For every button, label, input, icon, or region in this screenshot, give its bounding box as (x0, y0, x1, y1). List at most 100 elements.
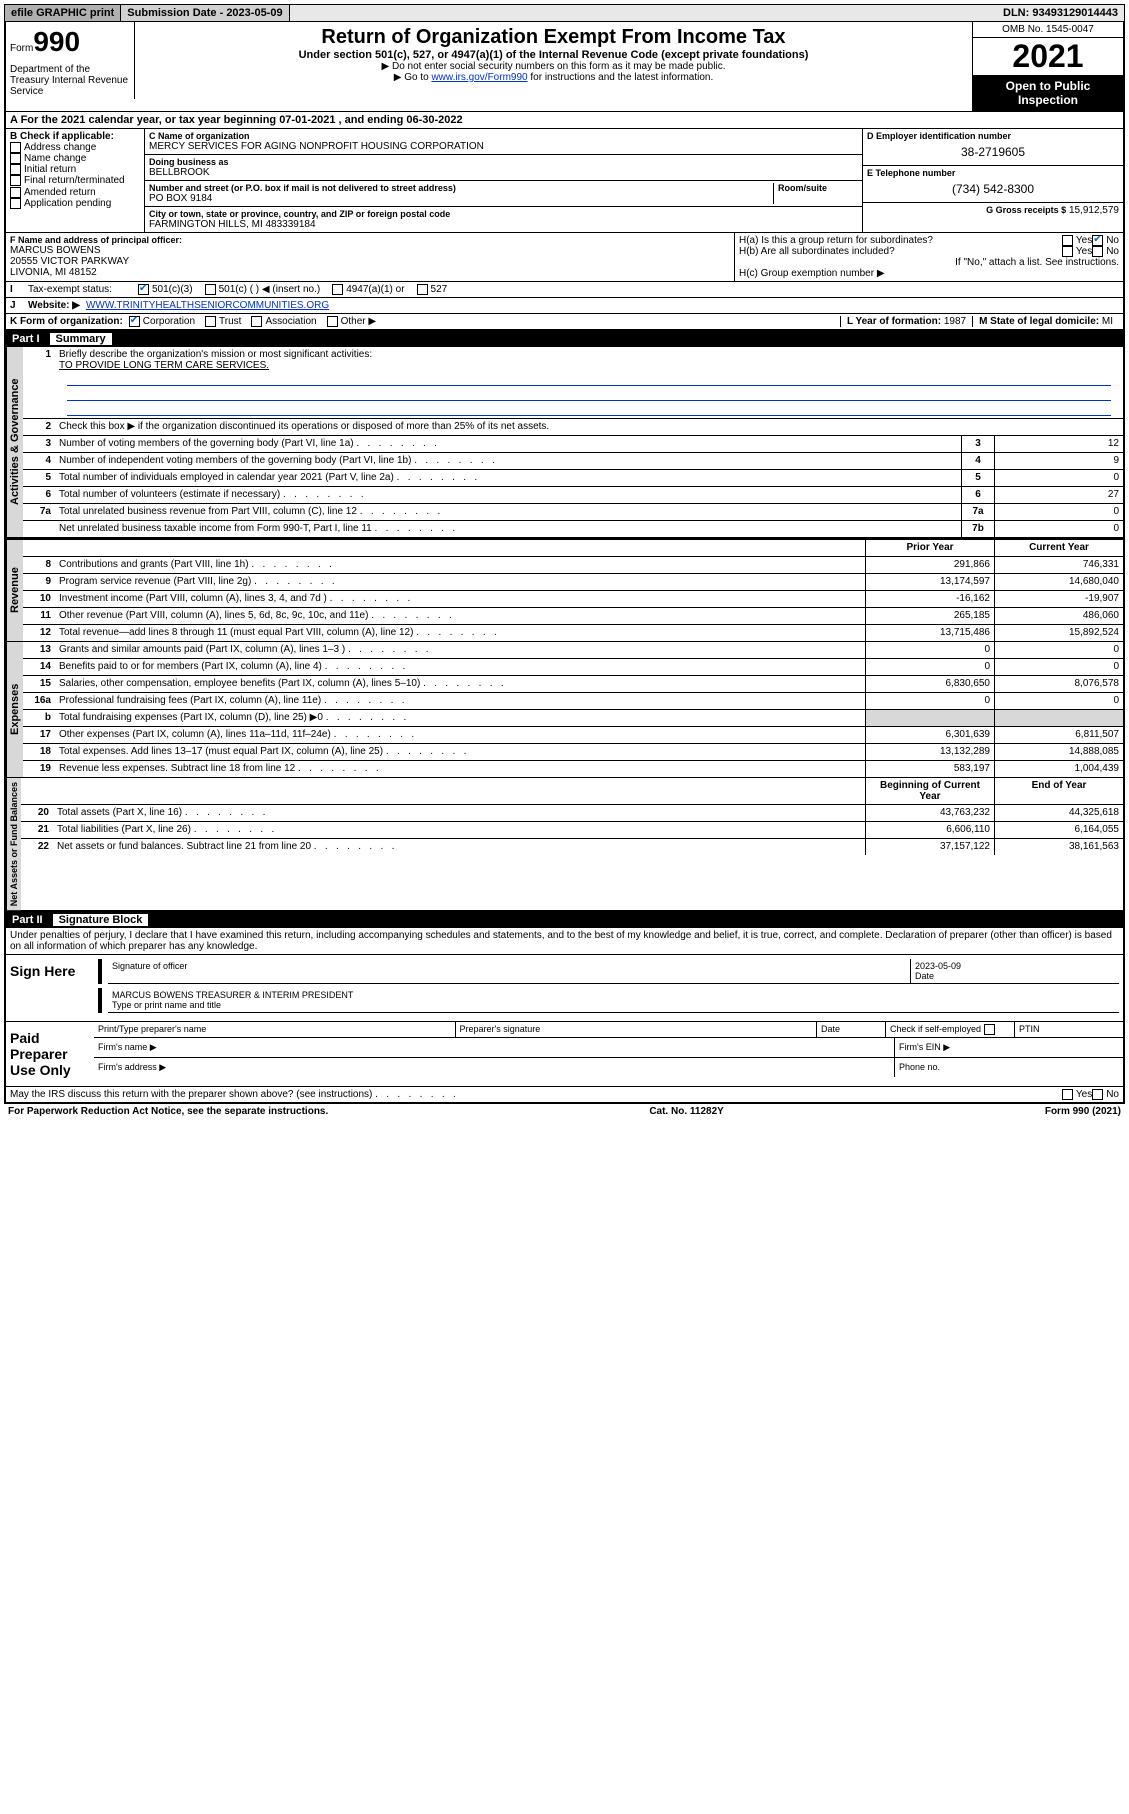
sign-here-label: Sign Here (6, 955, 94, 1021)
officer-label: F Name and address of principal officer: (10, 235, 730, 245)
org-name: MERCY SERVICES FOR AGING NONPROFIT HOUSI… (149, 141, 858, 152)
gov-line-6: 6 Total number of volunteers (estimate i… (23, 487, 1123, 504)
k-label: K Form of organization: (10, 316, 123, 327)
prep-check-label: Check if self-employed (886, 1022, 1015, 1037)
phone-no-label: Phone no. (895, 1058, 1123, 1077)
row-a: A For the 2021 calendar year, or tax yea… (6, 112, 1123, 129)
row-i: I Tax-exempt status: 501(c)(3) 501(c) ( … (6, 282, 1123, 298)
paperwork-notice: For Paperwork Reduction Act Notice, see … (8, 1106, 328, 1117)
efile-button[interactable]: efile GRAPHIC print (5, 5, 121, 21)
current-year-header: Current Year (994, 540, 1123, 556)
discuss-no[interactable] (1092, 1089, 1103, 1100)
c-name-label: C Name of organization (149, 131, 858, 141)
col-de: D Employer identification number 38-2719… (863, 129, 1123, 232)
discuss-yes[interactable] (1062, 1089, 1073, 1100)
line-21: 21 Total liabilities (Part X, line 26) 6… (21, 822, 1123, 839)
ha-no[interactable] (1092, 235, 1103, 246)
officer-printed-name: MARCUS BOWENS TREASURER & INTERIM PRESID… (112, 990, 1115, 1000)
preparer-row: Paid Preparer Use Only Print/Type prepar… (6, 1022, 1123, 1087)
prep-name-label: Print/Type preparer's name (94, 1022, 456, 1037)
ha-yes[interactable] (1062, 235, 1073, 246)
cb-527[interactable] (417, 284, 428, 295)
row-j: J Website: ▶ WWW.TRINITYHEALTHSENIORCOMM… (6, 298, 1123, 314)
begin-year-header: Beginning of Current Year (865, 778, 994, 804)
form-prefix: Form (10, 43, 33, 54)
gross-label: G Gross receipts $ (986, 205, 1066, 215)
officer-name: MARCUS BOWENS (10, 245, 730, 256)
cb-other[interactable] (327, 316, 338, 327)
part2-num: Part II (12, 914, 43, 926)
exp-label: Expenses (6, 642, 23, 777)
ein-label: D Employer identification number (867, 131, 1119, 141)
cb-amended: Amended return (10, 187, 140, 198)
prep-date-label: Date (817, 1022, 886, 1037)
prep-sig-label: Preparer's signature (456, 1022, 818, 1037)
cb-501c3[interactable] (138, 284, 149, 295)
line-10: 10 Investment income (Part VIII, column … (23, 591, 1123, 608)
title-box: Return of Organization Exempt From Incom… (135, 22, 972, 111)
gov-line-3: 3 Number of voting members of the govern… (23, 436, 1123, 453)
part1-num: Part I (12, 333, 40, 345)
note1: ▶ Do not enter social security numbers o… (139, 61, 968, 72)
row-fh: F Name and address of principal officer:… (6, 233, 1123, 282)
sig-date: 2023-05-09 (915, 961, 1115, 971)
line2-text: Check this box ▶ if the organization dis… (55, 419, 1123, 435)
cb-4947[interactable] (332, 284, 343, 295)
line-17: 17 Other expenses (Part IX, column (A), … (23, 727, 1123, 744)
hb-no[interactable] (1092, 246, 1103, 257)
ptin-label: PTIN (1015, 1022, 1123, 1037)
sign-here-row: Sign Here Signature of officer 2023-05-0… (6, 955, 1123, 1022)
cb-final: Final return/terminated (10, 175, 140, 186)
year-box: OMB No. 1545-0047 2021 Open to Public In… (972, 22, 1123, 111)
part2-header: Part II Signature Block (6, 912, 1123, 928)
gov-line-7b: Net unrelated business taxable income fr… (23, 521, 1123, 537)
hb-yes[interactable] (1062, 246, 1073, 257)
line-13: 13 Grants and similar amounts paid (Part… (23, 642, 1123, 659)
hc-text: H(c) Group exemption number ▶ (739, 268, 1119, 279)
tax-status-label: Tax-exempt status: (28, 284, 138, 295)
governance-section: Activities & Governance 1 Briefly descri… (6, 347, 1123, 538)
cb-corp[interactable] (129, 316, 140, 327)
room-label: Room/suite (778, 183, 858, 193)
addr-label: Number and street (or P.O. box if mail i… (149, 183, 773, 193)
form-number: 990 (33, 26, 80, 57)
discuss-text: May the IRS discuss this return with the… (10, 1089, 456, 1100)
gross-receipts: 15,912,579 (1069, 205, 1119, 216)
street-address: PO BOX 9184 (149, 193, 773, 204)
form-subtitle: Under section 501(c), 527, or 4947(a)(1)… (139, 49, 968, 61)
line-15: 15 Salaries, other compensation, employe… (23, 676, 1123, 693)
dln: DLN: 93493129014443 (997, 5, 1124, 21)
line-11: 11 Other revenue (Part VIII, column (A),… (23, 608, 1123, 625)
part1-header: Part I Summary (6, 331, 1123, 347)
irs-link[interactable]: www.irs.gov/Form990 (431, 72, 527, 83)
firm-ein-label: Firm's EIN ▶ (895, 1038, 1123, 1057)
mission-label: Briefly describe the organization's miss… (59, 349, 372, 360)
firm-addr-label: Firm's address ▶ (94, 1058, 895, 1077)
cb-trust[interactable] (205, 316, 216, 327)
cb-name: Name change (10, 153, 140, 164)
part2-title: Signature Block (53, 914, 149, 926)
form-title: Return of Organization Exempt From Incom… (139, 26, 968, 49)
gov-line-7a: 7a Total unrelated business revenue from… (23, 504, 1123, 521)
department: Department of the Treasury Internal Reve… (6, 62, 135, 99)
line-20: 20 Total assets (Part X, line 16) 43,763… (21, 805, 1123, 822)
dba-label: Doing business as (149, 157, 858, 167)
top-bar: efile GRAPHIC print Submission Date - 20… (4, 4, 1125, 22)
officer-addr2: LIVONIA, MI 48152 (10, 267, 730, 278)
city-state-zip: FARMINGTON HILLS, MI 483339184 (149, 219, 858, 230)
cb-pending: Application pending (10, 198, 140, 209)
ha-text: H(a) Is this a group return for subordin… (739, 235, 933, 246)
part1-title: Summary (50, 333, 112, 345)
mission-text: TO PROVIDE LONG TERM CARE SERVICES. (59, 360, 269, 371)
col-b: B Check if applicable: Address change Na… (6, 129, 145, 232)
page-footer: For Paperwork Reduction Act Notice, see … (4, 1104, 1125, 1119)
website-link[interactable]: WWW.TRINITYHEALTHSENIORCOMMUNITIES.ORG (86, 300, 329, 311)
netassets-section: Net Assets or Fund Balances Beginning of… (6, 778, 1123, 912)
cb-assoc[interactable] (251, 316, 262, 327)
gov-line-4: 4 Number of independent voting members o… (23, 453, 1123, 470)
expenses-section: Expenses 13 Grants and similar amounts p… (6, 642, 1123, 778)
year-formation: 1987 (944, 316, 966, 327)
hb-text: H(b) Are all subordinates included? (739, 246, 895, 257)
officer-addr1: 20555 VICTOR PARKWAY (10, 256, 730, 267)
cb-501c[interactable] (205, 284, 216, 295)
